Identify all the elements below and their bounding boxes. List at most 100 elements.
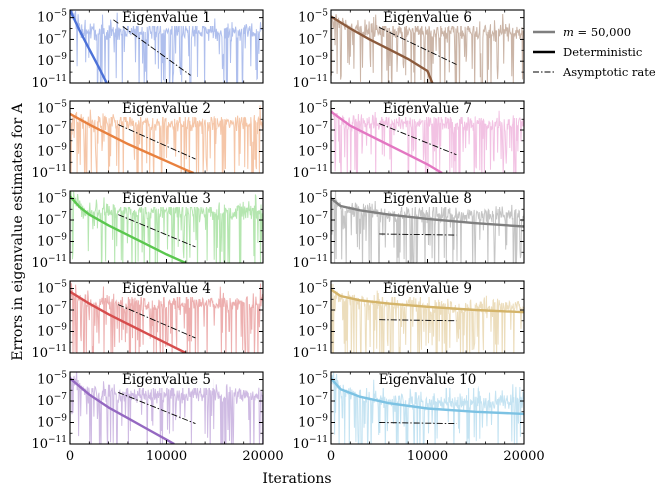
y-tick-label: 10−11 [31,74,67,91]
panel-5: Eigenvalue 5 10−5 10−7 10−9 10−110 10000 20000 [31,371,283,464]
deterministic-series-line [331,15,434,83]
panel-title: Eigenvalue 7 [383,101,472,117]
deterministic-series-line [70,290,187,353]
legend: m = 50,000 Deterministic Asymptotic rate [533,25,656,79]
panel-6: Eigenvalue 6 10−5 10−7 10−9 10−11 [292,9,525,91]
panel-title-bg [119,11,214,26]
deterministic-series-line [70,377,175,444]
y-tick-label: 10−11 [31,164,67,181]
noisy-series-line [70,281,263,353]
y-axis-title: Errors in eigenvalue estimates for A [10,102,26,360]
x-tick-label: 10000 [407,449,448,464]
y-tick-label: 10−9 [37,52,67,69]
asymptotic-rate-line [379,319,457,322]
noisy-series-line [70,10,263,83]
asymptotic-rate-line [379,422,457,425]
y-tick-label: 10−9 [298,414,328,431]
y-tick-label: 10−5 [298,100,328,117]
y-tick-label: 10−9 [37,414,67,431]
panel-title-bg [380,102,475,117]
y-tick-label: 10−9 [37,143,67,160]
y-tick-label: 10−7 [298,121,328,138]
deterministic-series-line [70,195,187,263]
y-tick-label: 10−11 [292,254,328,271]
legend-entry: Asymptotic rate [533,65,656,79]
y-tick-label: 10−11 [31,344,67,361]
panel-title: Eigenvalue 8 [383,191,472,207]
y-tick-label: 10−11 [31,435,67,452]
asymptotic-rate-line [118,214,196,248]
y-tick-label: 10−7 [37,211,67,228]
legend-label: Asymptotic rate [562,65,656,79]
asymptotic-rate-line [113,19,191,76]
panel-title: Eigenvalue 4 [122,281,211,297]
deterministic-series-line [331,377,524,416]
y-tick-label: 10−9 [37,233,67,250]
panel-3: Eigenvalue 3 10−5 10−7 10−9 10−11 [31,190,264,271]
x-tick-label: 0 [327,449,335,464]
noisy-series-line [70,372,263,444]
panel-title: Eigenvalue 1 [122,10,211,26]
y-tick-label: 10−11 [292,344,328,361]
legend-label: m = 50,000 [563,25,631,39]
panel-title-bg [119,373,214,388]
panel-title-bg [119,192,214,207]
y-tick-label: 10−9 [298,323,328,340]
y-tick-label: 10−11 [292,435,328,452]
noisy-series-line [70,102,263,173]
deterministic-series-line [331,288,524,314]
y-tick-label: 10−11 [292,74,328,91]
panel-title: Eigenvalue 2 [122,101,211,117]
y-tick-label: 10−7 [298,392,328,409]
noisy-series-line [331,283,524,353]
y-tick-label: 10−5 [298,371,328,388]
panel-title-bg [119,282,214,297]
y-tick-label: 10−5 [37,100,67,117]
panel-9: Eigenvalue 9 10−5 10−7 10−9 10−11 [292,280,525,361]
panel-1: Eigenvalue 1 10−5 10−7 10−9 10−11 [31,9,264,91]
panel-title: Eigenvalue 9 [383,281,472,297]
deterministic-series-line [70,112,194,173]
panel-4: Eigenvalue 4 10−5 10−7 10−9 10−11 [31,280,264,361]
y-tick-label: 10−5 [298,190,328,207]
y-tick-label: 10−7 [37,301,67,318]
legend-label: Deterministic [563,45,642,59]
asymptotic-rate-line [118,392,196,424]
deterministic-series-line [331,110,443,173]
y-tick-label: 10−11 [292,164,328,181]
panel-title: Eigenvalue 5 [122,372,211,388]
panel-10: Eigenvalue 10 10−5 10−7 10−9 10−110 10000 2000… [292,371,544,464]
asymptotic-rate-line [118,124,196,160]
noisy-series-line [70,191,263,263]
panel-2: Eigenvalue 2 10−5 10−7 10−9 10−11 [31,100,264,181]
y-tick-label: 10−7 [37,392,67,409]
x-axis-title: Iterations [262,471,331,487]
noisy-series-line [331,11,524,83]
y-tick-label: 10−9 [37,323,67,340]
panel-7: Eigenvalue 7 10−5 10−7 10−9 10−11 [292,100,525,181]
panel-title-bg [380,282,475,297]
asymptotic-rate-line [379,27,457,65]
panel-title-bg [376,373,479,388]
y-tick-label: 10−9 [298,233,328,250]
panel-title-bg [119,102,214,117]
y-tick-label: 10−5 [37,190,67,207]
panel-title: Eigenvalue 10 [379,372,477,388]
legend-entry: Deterministic [533,45,642,59]
y-tick-label: 10−11 [31,254,67,271]
y-tick-label: 10−5 [298,280,328,297]
y-tick-label: 10−5 [37,9,67,26]
y-tick-label: 10−7 [37,30,67,47]
panel-title: Eigenvalue 3 [122,191,211,207]
y-tick-label: 10−9 [298,143,328,160]
panel-title: Eigenvalue 6 [383,10,472,26]
y-tick-label: 10−7 [298,301,328,318]
legend-entry: m = 50,000 [533,25,631,39]
y-tick-label: 10−7 [37,121,67,138]
deterministic-series-line [331,197,524,228]
noisy-series-line [331,104,524,173]
x-tick-label: 10000 [146,449,187,464]
panel-title-bg [380,192,475,207]
panel-8: Eigenvalue 8 10−5 10−7 10−9 10−11 [292,190,525,271]
